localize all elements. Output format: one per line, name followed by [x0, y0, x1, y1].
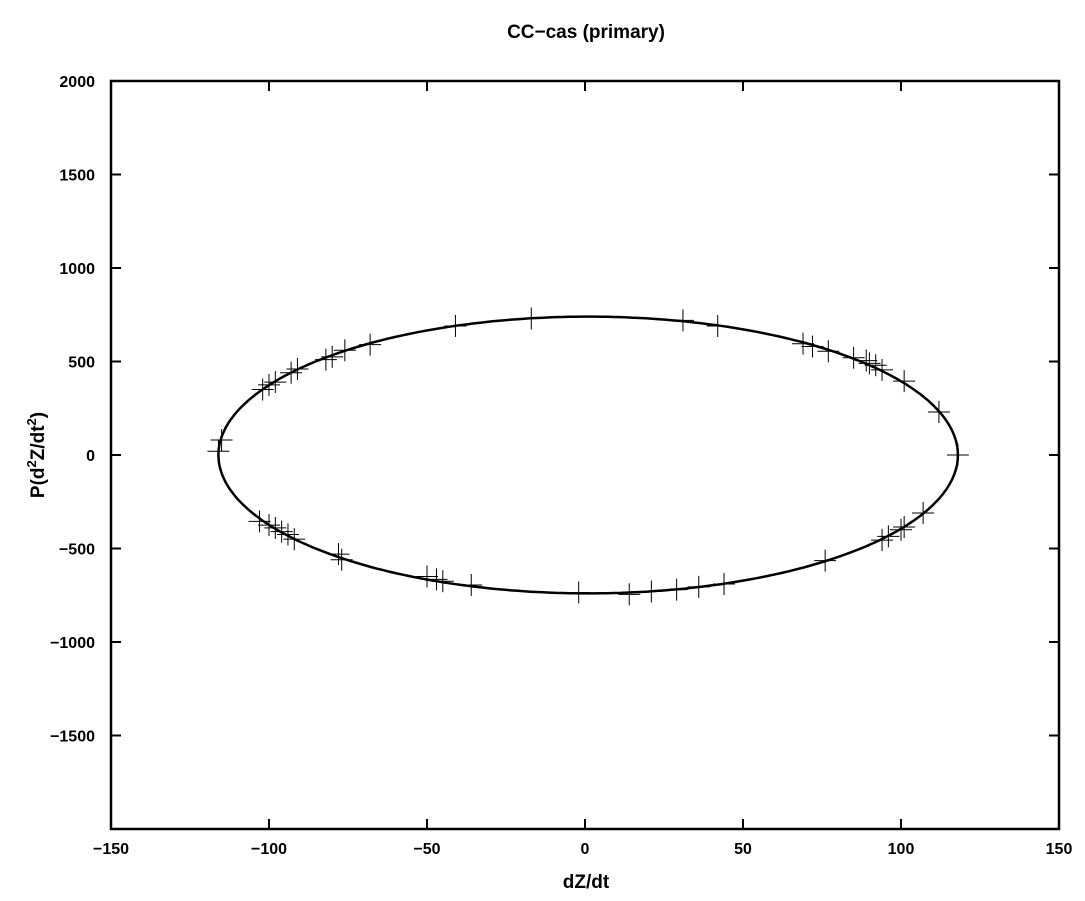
y-tick-label-1: 1500 — [59, 168, 95, 185]
y-axis-label-prefix: P(d — [28, 468, 49, 499]
data-point-26 — [248, 510, 271, 533]
y-axis-label-sup1: 2 — [24, 460, 39, 467]
y-tick-label-5: −500 — [59, 542, 95, 559]
x-axis-tick-labels: −150 −100 −50 0 50 100 150 — [93, 841, 1072, 858]
data-point-34 — [416, 565, 438, 588]
y-tick-label-6: −1000 — [50, 635, 95, 652]
plot-area: −150 −100 −50 0 50 100 150 2000150010005000−50… — [50, 74, 1072, 858]
plot-frame — [109, 79, 1061, 831]
data-point-39 — [618, 583, 641, 606]
axis-ticks — [110, 80, 1060, 829]
fitted-ellipse-curve — [217, 315, 960, 595]
x-tick-label-0: −150 — [93, 841, 129, 858]
x-tick-label-5: 100 — [888, 841, 915, 858]
x-tick-label-4: 50 — [734, 841, 752, 858]
x-tick-label-1: −100 — [251, 841, 287, 858]
y-tick-label-7: −1500 — [50, 729, 95, 746]
y-tick-label-0: 2000 — [59, 74, 95, 91]
y-tick-label-3: 500 — [68, 355, 95, 372]
data-point-20 — [858, 352, 881, 375]
y-axis-label-mid: Z/dt — [28, 425, 49, 460]
data-point-23 — [893, 370, 916, 393]
x-tick-label-2: −50 — [413, 841, 440, 858]
y-tick-label-4: 0 — [86, 448, 95, 465]
y-tick-label-2: 1000 — [59, 261, 95, 278]
y-axis-tick-labels: 2000 1500 1000 500 0 −500 −1000 −1500 — [50, 74, 95, 746]
chart-title: CC−cas (primary) — [507, 22, 665, 43]
x-tick-label-6: 150 — [1046, 841, 1073, 858]
y-axis-label: P(d2Z/dt2) — [24, 412, 49, 498]
data-marks — [207, 307, 969, 606]
x-axis-label: dZ/dt — [563, 872, 610, 893]
y-axis-label-suffix: ) — [28, 412, 49, 418]
x-tick-label-3: 0 — [581, 841, 590, 858]
y-axis-label-sup2: 2 — [24, 418, 39, 425]
